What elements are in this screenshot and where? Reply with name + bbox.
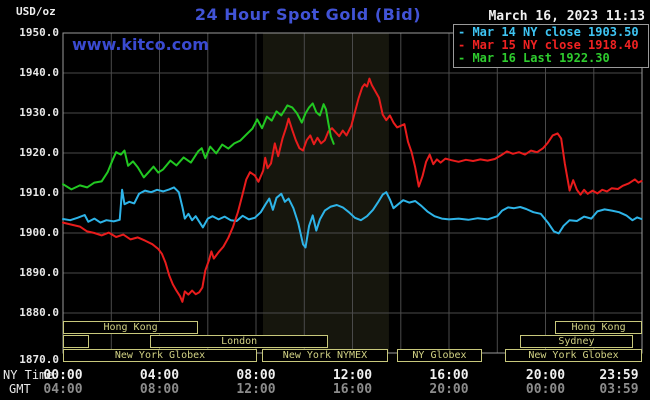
session-box-ny-globex: NY Globex <box>396 349 483 362</box>
x-tick-ny-0400: 04:00 <box>139 368 180 383</box>
price-line-mar15 <box>62 77 643 303</box>
y-axis-tick-label: 1880.0 <box>19 306 59 319</box>
x-tick-ny-0800: 08:00 <box>236 368 276 383</box>
x-tick-gmt-0359: 03:59 <box>599 382 639 397</box>
x-tick-ny-1600: 16:00 <box>429 368 469 383</box>
x-tick-gmt-1200: 12:00 <box>236 382 276 397</box>
kitco-watermark-link[interactable]: www.kitco.com <box>72 35 209 54</box>
y-axis-unit-label: USD/oz <box>16 5 56 18</box>
x-tick-ny-2359: 23:59 <box>599 368 639 383</box>
session-box-new-york-globex: New York Globex <box>63 349 257 362</box>
session-box-hong-kong: Hong Kong <box>63 321 199 334</box>
legend-entry-2: - Mar 16 Last 1922.30 <box>458 51 610 65</box>
legend-entry-1: - Mar 15 NY close 1918.40 <box>458 38 639 52</box>
y-axis-tick-label: 1940.0 <box>19 66 59 79</box>
x-axis-ny-label: NY Time <box>3 368 54 382</box>
x-tick-gmt-2000: 20:00 <box>429 382 469 397</box>
price-line-mar14 <box>62 186 643 249</box>
session-box-new-york-nymex: New York NYMEX <box>262 349 388 362</box>
y-axis-tick-label: 1900.0 <box>19 226 59 239</box>
session-box-new-york-globex: New York Globex <box>505 349 642 362</box>
x-tick-gmt-1600: 16:00 <box>332 382 373 397</box>
session-box-sydney: Sydney <box>519 335 633 348</box>
x-tick-ny-0000: 00:00 <box>43 368 83 383</box>
x-tick-gmt-0000: 00:00 <box>525 382 566 397</box>
price-line-mar16 <box>62 102 335 191</box>
chart-title: 24 Hour Spot Gold (Bid) <box>194 5 422 24</box>
x-tick-gmt-0800: 08:00 <box>139 382 180 397</box>
chart-datetime: March 16, 2023 11:13 <box>488 9 645 24</box>
y-axis-tick-label: 1870.0 <box>19 353 59 366</box>
x-tick-ny-1200: 12:00 <box>332 368 373 383</box>
y-axis-tick-label: 1890.0 <box>19 266 59 279</box>
y-axis-tick-label: 1930.0 <box>19 106 59 119</box>
y-axis-tick-label: 1950.0 <box>19 26 59 39</box>
session-box-unlabeled <box>63 335 90 348</box>
session-box-london: London <box>149 335 329 348</box>
x-tick-ny-2000: 20:00 <box>525 368 566 383</box>
x-tick-gmt-0400: 04:00 <box>43 382 83 397</box>
session-box-hong-kong: Hong Kong <box>555 321 642 334</box>
y-axis-tick-label: 1920.0 <box>19 146 59 159</box>
y-axis-tick-label: 1910.0 <box>19 186 59 199</box>
x-axis-gmt-label: GMT <box>9 382 31 396</box>
legend-entry-0: - Mar 14 NY close 1903.50 <box>458 25 639 39</box>
legend-box: - Mar 14 NY close 1903.50- Mar 15 NY clo… <box>453 24 649 68</box>
